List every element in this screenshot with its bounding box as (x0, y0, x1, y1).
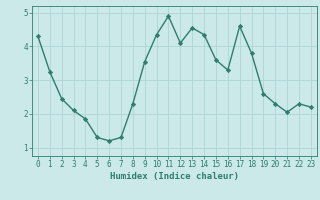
X-axis label: Humidex (Indice chaleur): Humidex (Indice chaleur) (110, 172, 239, 181)
